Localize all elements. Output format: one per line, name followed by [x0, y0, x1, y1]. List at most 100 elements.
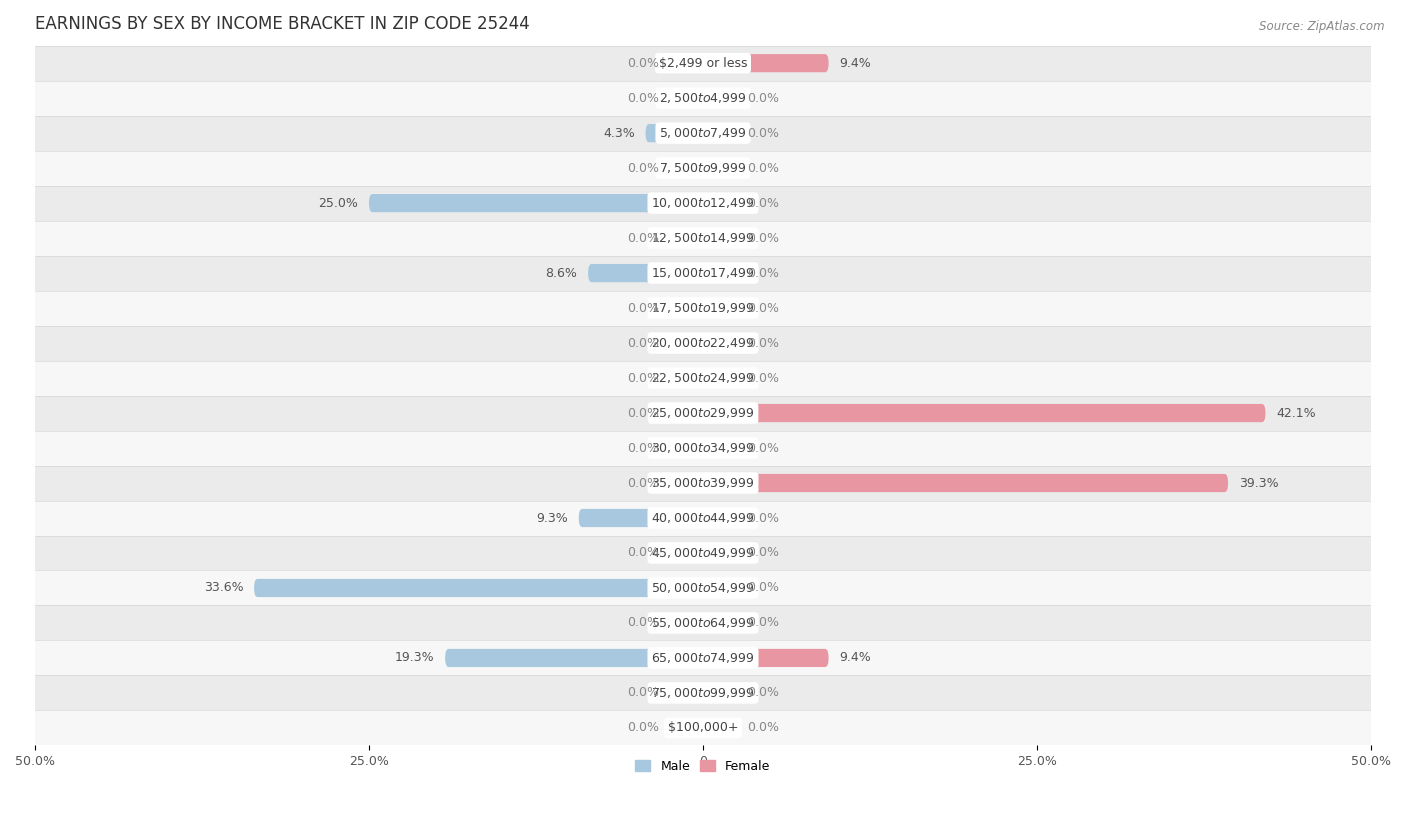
- Text: 9.4%: 9.4%: [839, 651, 872, 664]
- Text: 0.0%: 0.0%: [747, 721, 779, 734]
- FancyBboxPatch shape: [703, 124, 737, 142]
- Text: 0.0%: 0.0%: [627, 686, 659, 699]
- Bar: [35, 255, 1371, 290]
- Text: 0.0%: 0.0%: [627, 721, 659, 734]
- Text: 25.0%: 25.0%: [318, 197, 359, 210]
- Text: $17,500 to $19,999: $17,500 to $19,999: [651, 301, 755, 315]
- Text: 0.0%: 0.0%: [627, 302, 659, 315]
- Bar: [35, 641, 1371, 676]
- Text: $25,000 to $29,999: $25,000 to $29,999: [651, 406, 755, 420]
- FancyBboxPatch shape: [703, 54, 828, 72]
- FancyBboxPatch shape: [703, 334, 737, 352]
- Text: $2,500 to $4,999: $2,500 to $4,999: [659, 91, 747, 105]
- Text: $100,000+: $100,000+: [668, 721, 738, 734]
- FancyBboxPatch shape: [579, 509, 703, 527]
- FancyBboxPatch shape: [669, 439, 703, 457]
- FancyBboxPatch shape: [703, 404, 1265, 422]
- Text: 0.0%: 0.0%: [627, 232, 659, 245]
- Bar: [35, 150, 1371, 185]
- FancyBboxPatch shape: [588, 264, 703, 282]
- Text: 0.0%: 0.0%: [627, 162, 659, 175]
- Text: 0.0%: 0.0%: [747, 546, 779, 559]
- Text: $12,500 to $14,999: $12,500 to $14,999: [651, 231, 755, 245]
- Bar: [35, 396, 1371, 431]
- FancyBboxPatch shape: [703, 544, 737, 562]
- Text: Source: ZipAtlas.com: Source: ZipAtlas.com: [1260, 20, 1385, 33]
- FancyBboxPatch shape: [446, 649, 703, 667]
- Text: 0.0%: 0.0%: [627, 441, 659, 454]
- FancyBboxPatch shape: [703, 229, 737, 247]
- Bar: [35, 115, 1371, 150]
- Bar: [35, 80, 1371, 115]
- FancyBboxPatch shape: [703, 194, 737, 212]
- FancyBboxPatch shape: [645, 124, 703, 142]
- Text: 0.0%: 0.0%: [747, 337, 779, 350]
- FancyBboxPatch shape: [669, 334, 703, 352]
- Bar: [35, 46, 1371, 80]
- FancyBboxPatch shape: [703, 684, 737, 702]
- Bar: [35, 431, 1371, 466]
- Text: 0.0%: 0.0%: [747, 127, 779, 140]
- FancyBboxPatch shape: [703, 299, 737, 317]
- Text: 0.0%: 0.0%: [747, 267, 779, 280]
- Bar: [35, 536, 1371, 571]
- Text: $40,000 to $44,999: $40,000 to $44,999: [651, 511, 755, 525]
- Text: $10,000 to $12,499: $10,000 to $12,499: [651, 196, 755, 210]
- Text: 0.0%: 0.0%: [747, 686, 779, 699]
- FancyBboxPatch shape: [669, 544, 703, 562]
- Text: $7,500 to $9,999: $7,500 to $9,999: [659, 161, 747, 175]
- Text: $35,000 to $39,999: $35,000 to $39,999: [651, 476, 755, 490]
- FancyBboxPatch shape: [703, 439, 737, 457]
- FancyBboxPatch shape: [703, 649, 828, 667]
- Text: 0.0%: 0.0%: [747, 441, 779, 454]
- Text: 0.0%: 0.0%: [627, 406, 659, 420]
- Bar: [35, 676, 1371, 711]
- Text: 8.6%: 8.6%: [546, 267, 578, 280]
- Text: $15,000 to $17,499: $15,000 to $17,499: [651, 266, 755, 280]
- Text: 0.0%: 0.0%: [747, 197, 779, 210]
- Bar: [35, 606, 1371, 641]
- Bar: [35, 466, 1371, 501]
- Bar: [35, 220, 1371, 255]
- FancyBboxPatch shape: [669, 299, 703, 317]
- Text: 0.0%: 0.0%: [627, 546, 659, 559]
- Text: 0.0%: 0.0%: [747, 92, 779, 105]
- FancyBboxPatch shape: [703, 369, 737, 387]
- Text: 0.0%: 0.0%: [627, 337, 659, 350]
- Bar: [35, 360, 1371, 396]
- FancyBboxPatch shape: [368, 194, 703, 212]
- Text: 0.0%: 0.0%: [747, 302, 779, 315]
- Text: 0.0%: 0.0%: [747, 232, 779, 245]
- FancyBboxPatch shape: [669, 89, 703, 107]
- Text: 9.4%: 9.4%: [839, 57, 872, 70]
- Bar: [35, 185, 1371, 220]
- Bar: [35, 290, 1371, 325]
- Text: 0.0%: 0.0%: [747, 581, 779, 594]
- FancyBboxPatch shape: [703, 579, 737, 597]
- Text: 0.0%: 0.0%: [627, 92, 659, 105]
- Text: $5,000 to $7,499: $5,000 to $7,499: [659, 126, 747, 140]
- Text: $2,499 or less: $2,499 or less: [659, 57, 747, 70]
- FancyBboxPatch shape: [254, 579, 703, 597]
- FancyBboxPatch shape: [669, 369, 703, 387]
- Text: $30,000 to $34,999: $30,000 to $34,999: [651, 441, 755, 455]
- Text: 0.0%: 0.0%: [627, 372, 659, 385]
- FancyBboxPatch shape: [703, 264, 737, 282]
- FancyBboxPatch shape: [703, 159, 737, 177]
- FancyBboxPatch shape: [669, 229, 703, 247]
- FancyBboxPatch shape: [703, 509, 737, 527]
- Text: $22,500 to $24,999: $22,500 to $24,999: [651, 371, 755, 385]
- Text: 4.3%: 4.3%: [603, 127, 636, 140]
- FancyBboxPatch shape: [669, 719, 703, 737]
- FancyBboxPatch shape: [703, 89, 737, 107]
- Text: 0.0%: 0.0%: [627, 476, 659, 489]
- Text: 0.0%: 0.0%: [747, 372, 779, 385]
- Text: 0.0%: 0.0%: [627, 616, 659, 629]
- FancyBboxPatch shape: [669, 474, 703, 492]
- FancyBboxPatch shape: [669, 684, 703, 702]
- Text: 33.6%: 33.6%: [204, 581, 243, 594]
- Text: $75,000 to $99,999: $75,000 to $99,999: [651, 686, 755, 700]
- Text: 19.3%: 19.3%: [395, 651, 434, 664]
- Text: 0.0%: 0.0%: [747, 511, 779, 524]
- FancyBboxPatch shape: [669, 159, 703, 177]
